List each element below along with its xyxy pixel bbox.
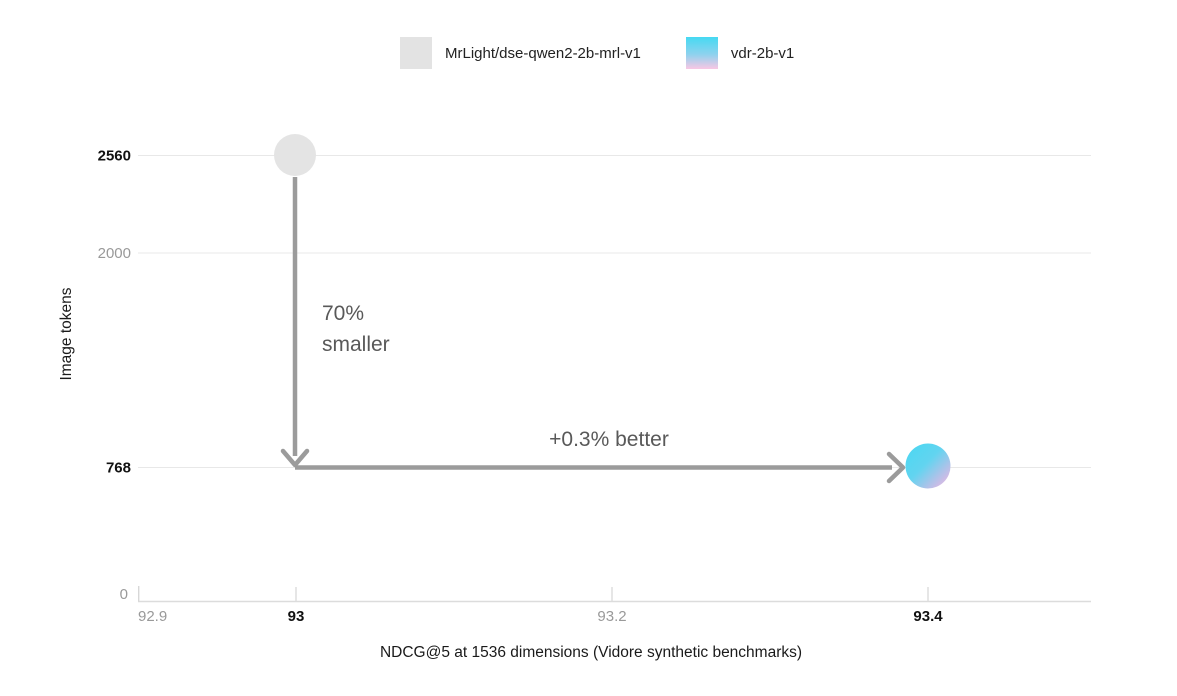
x-tick-93-4: 93.4 [913,608,943,625]
data-point-mrlight-dse-qwen2[interactable] [274,134,316,176]
y-tick-2000: 2000 [98,245,131,262]
data-point-vdr-2b-v1[interactable] [905,443,951,489]
x-tick-93: 93 [288,608,305,625]
legend-item-mrlight-dse-qwen2[interactable]: MrLight/dse-qwen2-2b-mrl-v1 [400,37,641,69]
legend-item-vdr-2b-v1[interactable]: vdr-2b-v1 [685,37,795,69]
legend-swatch-gradient [685,37,718,69]
legend: MrLight/dse-qwen2-2b-mrl-v1 vdr-2b-v1 [400,37,794,69]
legend-label-mrlight: MrLight/dse-qwen2-2b-mrl-v1 [445,44,641,62]
arrow-right-head-icon [886,451,906,484]
y-tick-2560: 2560 [98,148,131,165]
x-tick-93-2: 93.2 [597,608,626,625]
annotation-smaller-line1: 70% [322,302,364,325]
annotation-better: +0.3% better [549,428,669,451]
x-tick-92-9: 92.9 [138,608,167,625]
annotation-smaller-line2: smaller [322,333,390,356]
arrow-down-head-icon [280,448,310,468]
x-axis-title: NDCG@5 at 1536 dimensions (Vidore synthe… [380,644,802,661]
y-tick-0: 0 [120,586,128,603]
y-tick-768: 768 [106,460,131,477]
legend-label-vdr: vdr-2b-v1 [730,44,795,62]
y-axis-title: Image tokens [58,287,75,380]
legend-swatch-gray [400,37,432,69]
